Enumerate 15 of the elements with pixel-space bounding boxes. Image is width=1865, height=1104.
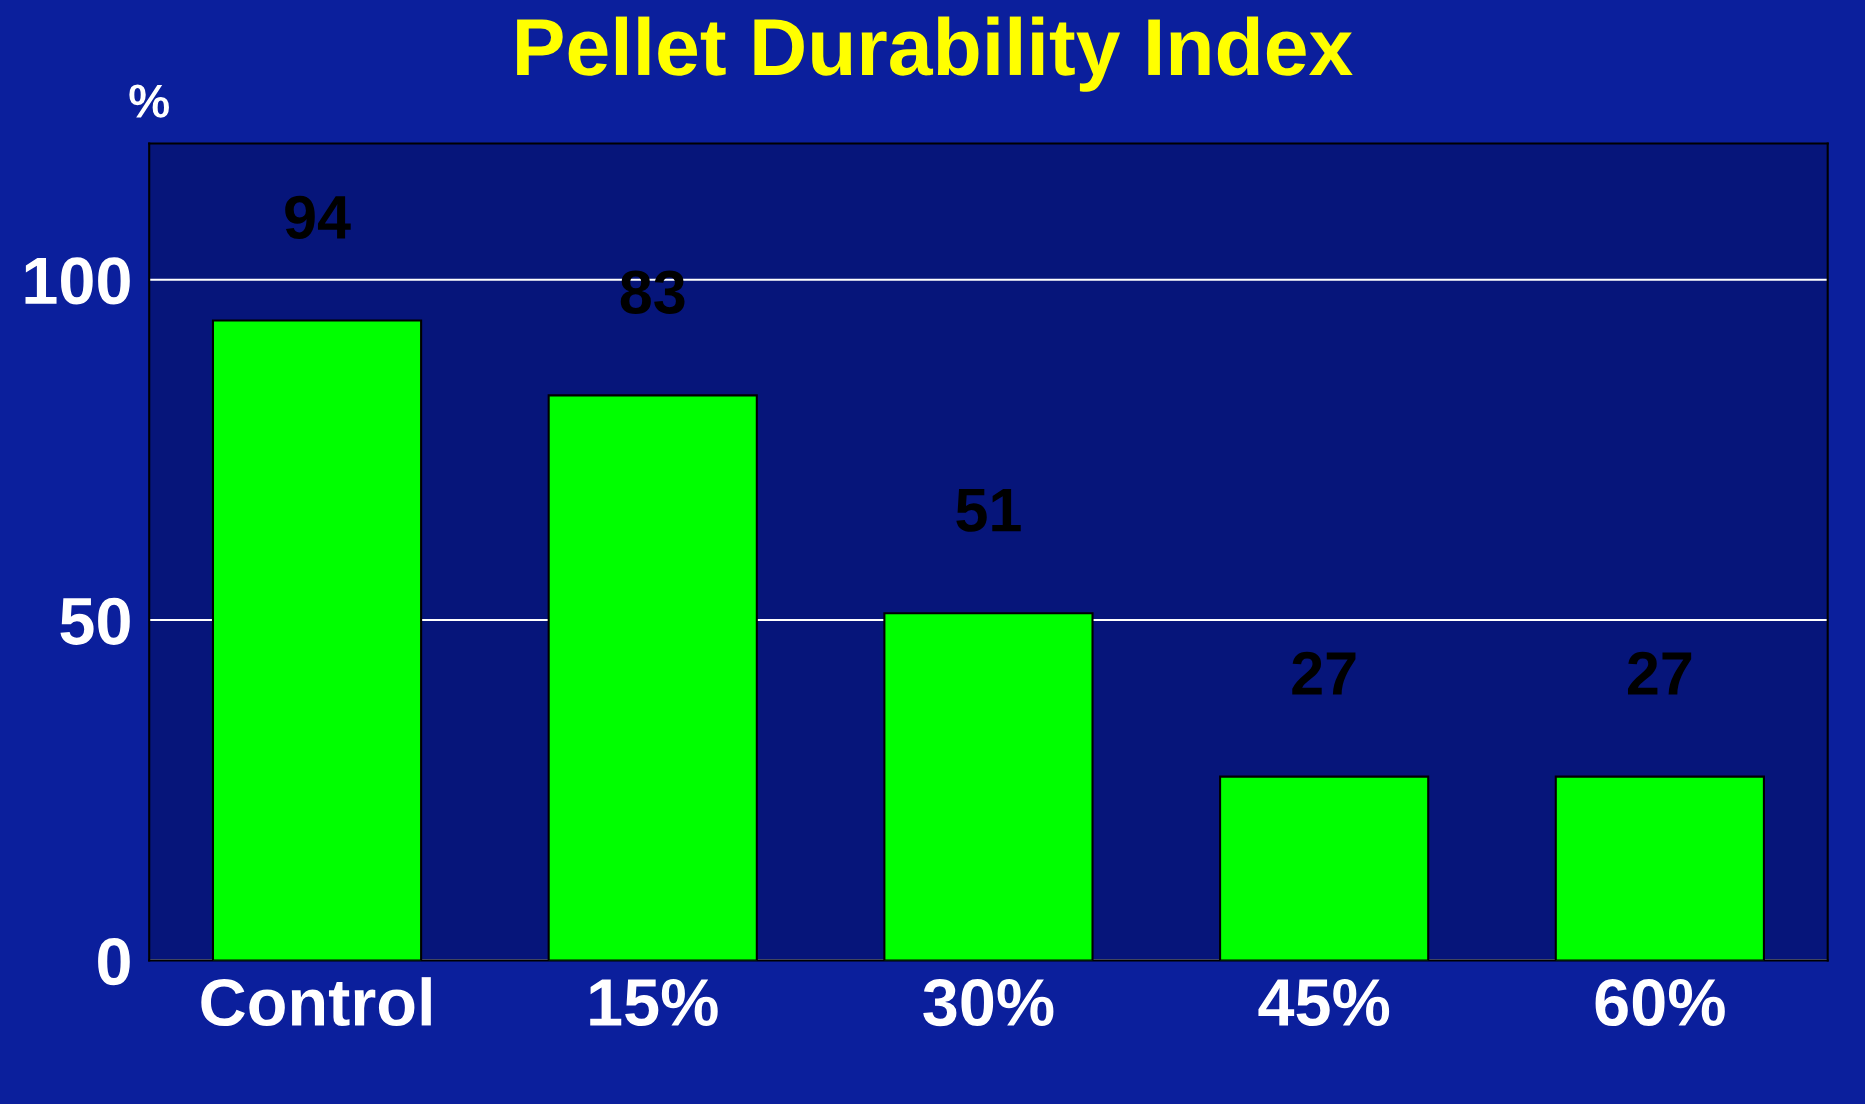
data-label: 27 [1627,651,1692,695]
x-tick-label: 45% [1258,979,1390,1027]
x-tick-label: Control [201,977,431,1027]
x-tick-label: 15% [590,979,718,1027]
data-label: 94 [285,195,351,239]
data-label: 27 [1292,651,1356,695]
data-label: 83 [620,270,685,314]
y-axis-title: % [129,84,169,118]
x-tick-label: 60% [1595,978,1725,1027]
data-label: 51 [956,489,1021,532]
y-tick-label: 0 [98,938,130,986]
x-tick-label: 30% [923,978,1054,1027]
chart-title: Pellet Durability Index [517,16,1353,92]
y-tick-label: 100 [25,257,130,305]
y-tick-label: 50 [60,597,130,645]
